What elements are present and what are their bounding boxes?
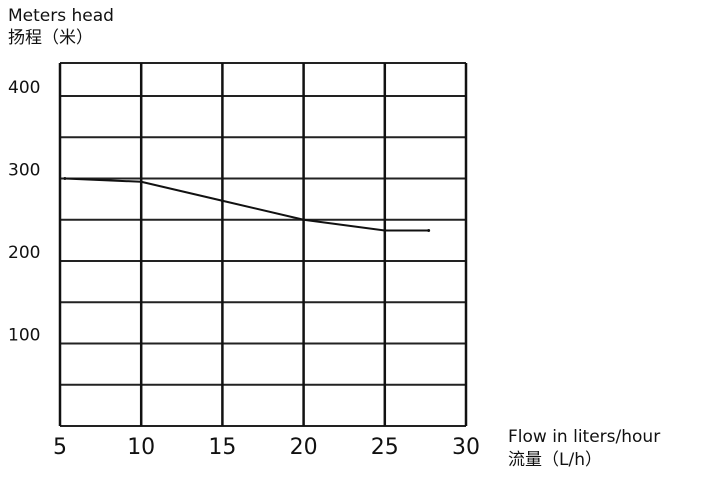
x-axis-label-cn: 流量（L/h） <box>508 450 602 470</box>
x-axis-label: Flow in liters/hour <box>508 427 661 447</box>
y-tick-label: 200 <box>8 243 40 263</box>
y-axis-label-cn: 扬程（米） <box>8 28 93 48</box>
x-tick-label: 15 <box>208 435 236 460</box>
x-tick-label: 10 <box>127 435 155 460</box>
data-point <box>383 228 387 232</box>
x-tick-label: 20 <box>290 435 318 460</box>
x-tick-label: 5 <box>53 435 67 460</box>
y-tick-label: 400 <box>8 78 40 98</box>
data-point <box>220 199 224 203</box>
data-point <box>63 177 67 180</box>
x-tick-label: 25 <box>371 435 399 460</box>
x-tick-label: 30 <box>452 435 480 460</box>
data-point <box>139 180 143 184</box>
series-line <box>64 177 429 232</box>
y-tick-label: 300 <box>8 161 40 181</box>
data-point <box>427 228 431 232</box>
y-axis-label: Meters head <box>8 6 114 26</box>
data-point <box>302 218 306 222</box>
y-tick-label: 100 <box>8 326 40 346</box>
